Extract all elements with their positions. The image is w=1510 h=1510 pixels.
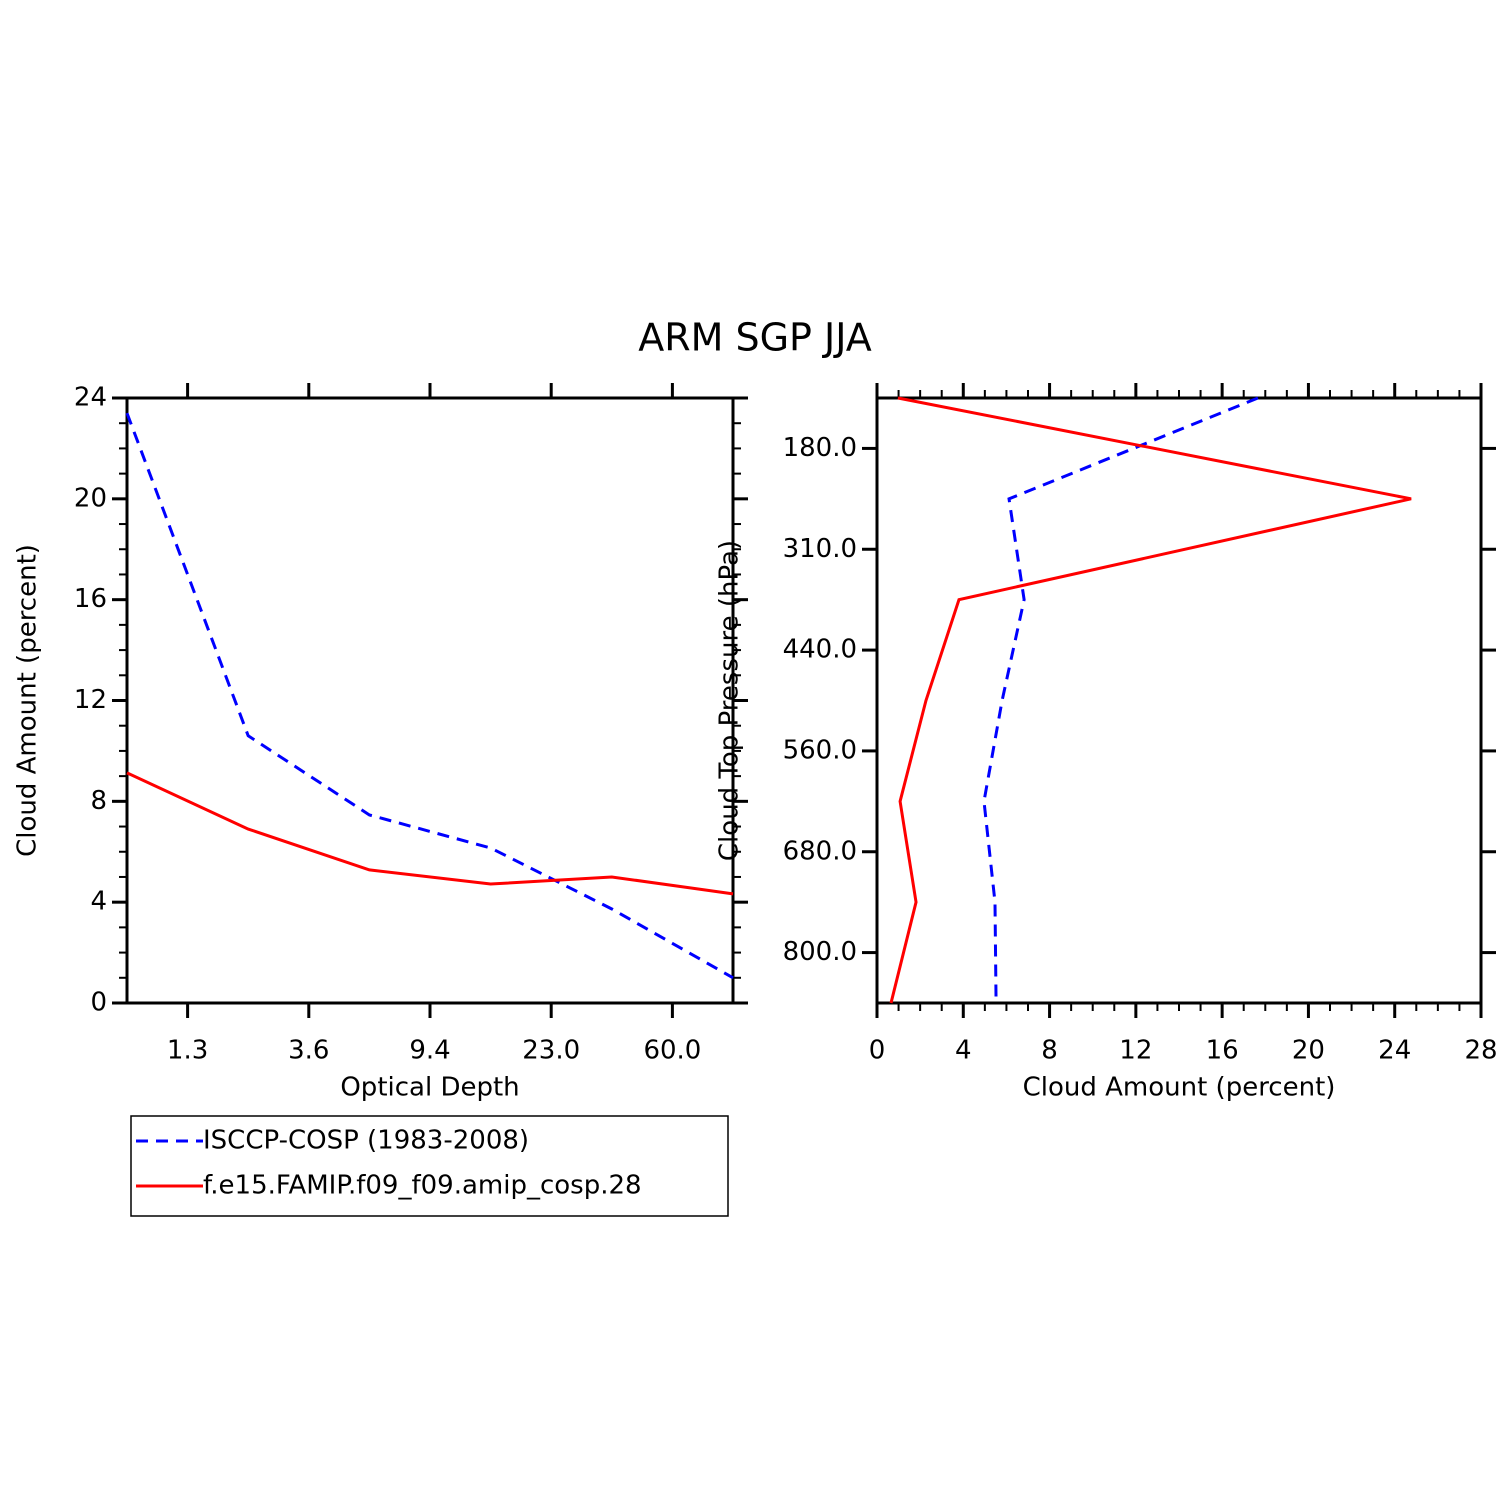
x-axis-label: Optical Depth (340, 1073, 519, 1103)
legend-box (130, 1115, 729, 1217)
y-axis-label: Cloud Top Pressure (hPa) (715, 540, 745, 861)
x-tick-label: 1.3 (167, 1036, 208, 1066)
x-tick-label: 20 (1292, 1036, 1325, 1066)
plot-frame (125, 396, 735, 1005)
figure-title: ARM SGP JJA (638, 316, 872, 360)
y-tick-label: 310.0 (783, 534, 857, 564)
x-tick-label: 9.4 (409, 1036, 450, 1066)
x-tick-label: 12 (1119, 1036, 1152, 1066)
x-tick-label: 8 (1041, 1036, 1058, 1066)
x-tick-label: 16 (1206, 1036, 1239, 1066)
y-tick-label: 16 (74, 584, 107, 614)
x-tick-label: 28 (1464, 1036, 1497, 1066)
y-tick-label: 8 (90, 786, 107, 816)
x-tick-label: 3.6 (288, 1036, 329, 1066)
x-tick-label: 0 (869, 1036, 886, 1066)
x-tick-label: 4 (955, 1036, 972, 1066)
x-tick-label: 23.0 (522, 1036, 580, 1066)
y-tick-label: 180.0 (783, 433, 857, 463)
y-tick-label: 24 (74, 383, 107, 413)
y-tick-label: 0 (90, 988, 107, 1018)
series-line (125, 412, 734, 980)
y-tick-label: 440.0 (783, 635, 857, 665)
y-axis-label: Cloud Amount (percent) (13, 544, 43, 857)
y-tick-label: 20 (74, 483, 107, 513)
y-tick-label: 560.0 (783, 735, 857, 765)
legend-label: f.e15.FAMIP.f09_f09.amip_cosp.28 (203, 1171, 642, 1201)
x-axis-label: Cloud Amount (percent) (1023, 1073, 1336, 1103)
y-tick-label: 800.0 (783, 937, 857, 967)
series-line (982, 396, 1259, 1004)
legend-label: ISCCP-COSP (1983-2008) (203, 1126, 529, 1156)
x-tick-label: 24 (1378, 1036, 1411, 1066)
series-line (889, 396, 1412, 1004)
x-tick-label: 60.0 (643, 1036, 701, 1066)
y-tick-label: 680.0 (783, 836, 857, 866)
series-line (126, 771, 734, 896)
y-tick-label: 4 (90, 887, 107, 917)
y-tick-label: 12 (74, 685, 107, 715)
plot-frame (875, 396, 1483, 1005)
